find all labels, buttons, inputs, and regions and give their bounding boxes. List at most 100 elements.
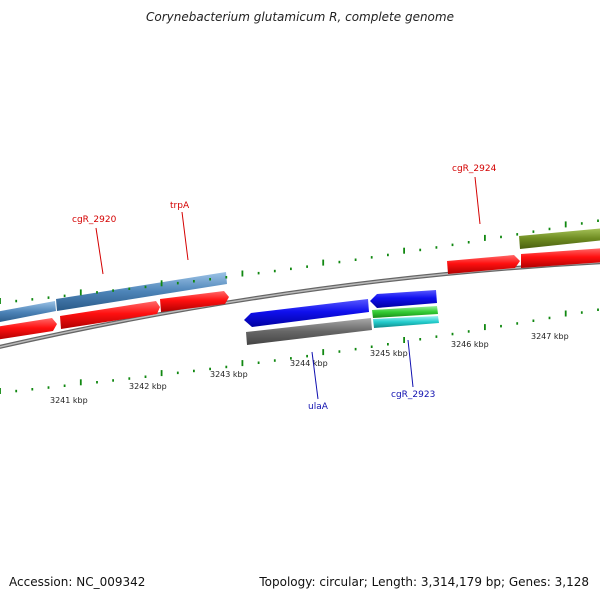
top-tick xyxy=(306,265,308,268)
top-tick xyxy=(500,235,502,239)
top-tick xyxy=(580,222,583,225)
gene-forward-1[interactable] xyxy=(0,318,57,340)
bottom-tick xyxy=(193,369,195,373)
bottom-tick xyxy=(241,360,244,367)
top-tick xyxy=(144,285,147,289)
tick-marks-bottom xyxy=(0,308,599,394)
top-tick xyxy=(257,271,260,275)
bottom-tick xyxy=(290,357,292,360)
bottom-tick xyxy=(548,316,551,320)
genome-summary-text: Topology: circular; Length: 3,314,179 bp… xyxy=(259,575,589,589)
top-tick xyxy=(47,296,50,299)
feature-olive[interactable] xyxy=(519,228,600,249)
bottom-tick xyxy=(160,370,163,377)
top-tick xyxy=(290,267,292,271)
gene-reverse-2[interactable] xyxy=(370,290,437,308)
tick-label-3242: 3242 kbp xyxy=(129,382,167,391)
leader-cgR_2920 xyxy=(95,227,104,275)
bottom-tick xyxy=(419,338,422,341)
top-tick xyxy=(15,299,18,303)
top-tick xyxy=(338,260,341,264)
bottom-tick xyxy=(0,388,1,394)
top-tick xyxy=(467,241,470,244)
bottom-tick xyxy=(209,367,211,371)
bottom-tick xyxy=(144,375,147,378)
bottom-tick xyxy=(532,319,535,322)
bottom-tick xyxy=(403,337,405,343)
bottom-tick xyxy=(273,359,276,362)
feature-steelblue-1[interactable] xyxy=(0,301,56,323)
bottom-tick xyxy=(580,311,583,314)
top-tick xyxy=(31,298,34,301)
tick-label-3247: 3247 kbp xyxy=(531,332,569,341)
top-tick xyxy=(435,246,438,249)
top-tick xyxy=(354,258,357,261)
bottom-tick xyxy=(31,388,34,391)
bottom-tick xyxy=(257,361,260,364)
top-tick xyxy=(273,269,276,273)
leader-trpA xyxy=(181,211,189,261)
bottom-tick xyxy=(96,381,98,384)
top-tick xyxy=(241,270,244,277)
bottom-tick xyxy=(484,324,486,331)
gene-forward-right-1[interactable] xyxy=(447,255,520,274)
leader-ulaA xyxy=(311,351,319,400)
top-tick xyxy=(451,243,454,247)
bottom-tick xyxy=(112,379,114,382)
top-tick xyxy=(387,253,389,257)
gene-label-cgR_2923: cgR_2923 xyxy=(391,390,435,400)
map-title: Corynebacterium glutamicum R, complete g… xyxy=(146,10,454,24)
top-tick xyxy=(516,233,519,236)
feature-steelblue-2[interactable] xyxy=(56,272,227,311)
top-tick xyxy=(548,227,551,231)
top-tick xyxy=(597,219,599,222)
top-tick xyxy=(128,287,131,290)
bottom-tick xyxy=(435,335,438,338)
bottom-tick xyxy=(79,379,82,386)
gene-label-cgR_2924: cgR_2924 xyxy=(452,164,497,174)
bottom-tick xyxy=(15,389,18,393)
bottom-tick xyxy=(370,345,373,348)
bottom-tick xyxy=(387,343,389,346)
tick-label-3246: 3246 kbp xyxy=(451,340,489,349)
top-tick xyxy=(193,280,195,283)
gene-cgR_2924[interactable] xyxy=(521,248,600,268)
bottom-tick xyxy=(564,310,567,317)
bottom-tick xyxy=(63,384,66,387)
tick-label-3241: 3241 kbp xyxy=(50,396,88,405)
bottom-tick xyxy=(128,377,131,380)
leader-cgR_2924 xyxy=(474,176,481,225)
top-tick xyxy=(160,280,163,287)
backbone-inner xyxy=(0,261,600,348)
bottom-tick xyxy=(467,330,470,333)
top-tick xyxy=(370,256,373,259)
bottom-tick xyxy=(322,349,325,356)
gene-ulaA[interactable] xyxy=(244,299,369,327)
bottom-tick xyxy=(176,371,179,375)
bottom-tick xyxy=(597,308,599,311)
top-tick xyxy=(532,230,535,233)
tick-label-3244: 3244 kbp xyxy=(290,359,328,368)
bottom-tick xyxy=(225,365,228,369)
leader-cgR_2923 xyxy=(407,339,414,388)
feature-gray[interactable] xyxy=(246,318,372,345)
feature-cyan[interactable] xyxy=(373,316,439,328)
gene-trpA[interactable] xyxy=(160,291,229,312)
top-tick xyxy=(79,289,82,296)
bottom-tick xyxy=(47,386,50,389)
tick-marks-top xyxy=(0,219,599,304)
tick-label-3243: 3243 kbp xyxy=(210,370,248,379)
top-tick xyxy=(209,278,211,281)
bottom-tick xyxy=(516,322,519,325)
gene-label-cgR_2920: cgR_2920 xyxy=(72,215,117,225)
top-tick xyxy=(403,247,405,254)
top-tick xyxy=(484,234,486,241)
gene-forward-2[interactable] xyxy=(60,301,160,329)
feature-green[interactable] xyxy=(372,306,438,318)
gene-label-trpA: trpA xyxy=(170,201,190,211)
accession-text: Accession: NC_009342 xyxy=(9,575,146,589)
bottom-tick xyxy=(306,354,308,358)
top-tick xyxy=(176,281,179,285)
bottom-tick xyxy=(500,324,502,328)
